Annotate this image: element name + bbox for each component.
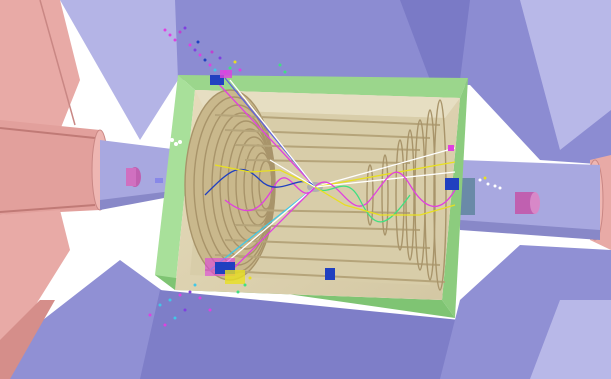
cluster-center-bottom: [325, 268, 335, 280]
hit-clusters: [148, 26, 502, 327]
cluster-right: [445, 145, 502, 190]
tracker-detector: [155, 75, 468, 318]
endcap-disks-right: [366, 99, 447, 291]
endcap-disks-left: [184, 89, 276, 281]
cluster-left-beam: [155, 138, 182, 183]
cluster-bottom-left: [148, 258, 252, 327]
cluster-top-left: [163, 26, 287, 85]
barrel-layers: [204, 114, 446, 283]
particle-tracks: [204, 77, 456, 273]
